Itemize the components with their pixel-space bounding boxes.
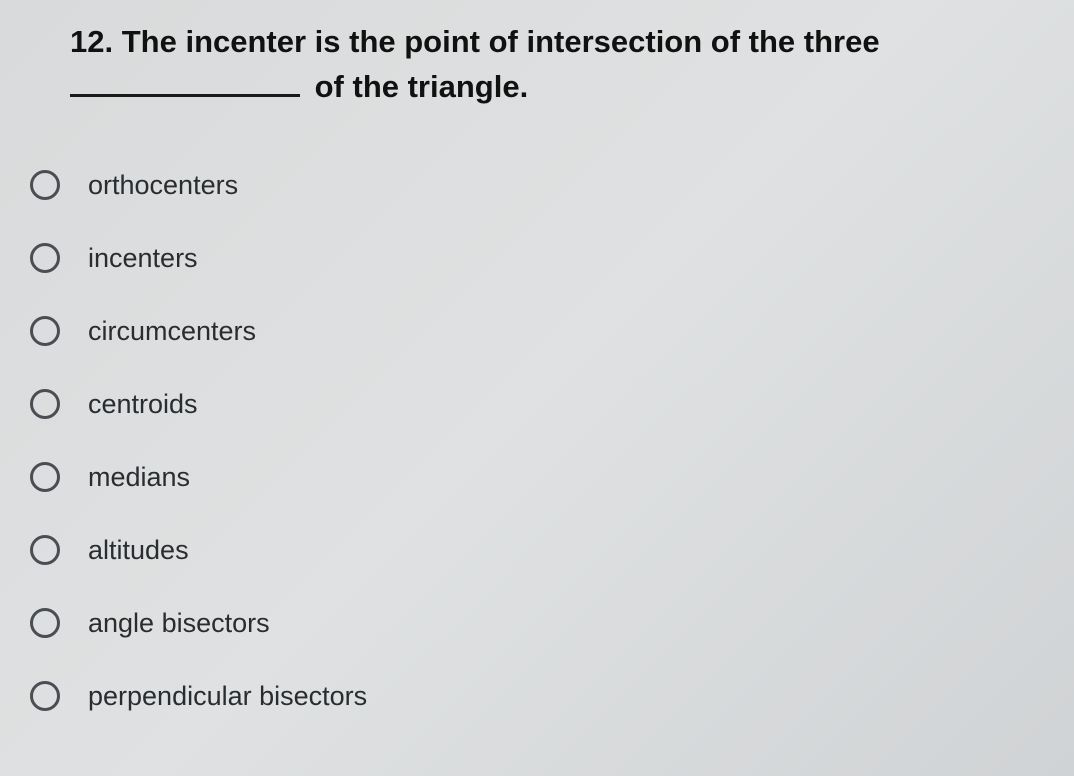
option-label: centroids bbox=[88, 389, 198, 420]
question-text-part1: The incenter is the point of intersectio… bbox=[122, 24, 880, 59]
option-label: angle bisectors bbox=[88, 608, 270, 639]
question-number: 12. bbox=[70, 24, 113, 59]
radio-icon[interactable] bbox=[30, 535, 60, 565]
radio-icon[interactable] bbox=[30, 243, 60, 273]
radio-icon[interactable] bbox=[30, 681, 60, 711]
option-label: orthocenters bbox=[88, 170, 238, 201]
options-list: orthocenters incenters circumcenters cen… bbox=[0, 170, 1074, 712]
option-label: perpendicular bisectors bbox=[88, 681, 367, 712]
option-row[interactable]: circumcenters bbox=[30, 316, 1074, 347]
question-text: 12. The incenter is the point of interse… bbox=[70, 20, 1044, 110]
radio-icon[interactable] bbox=[30, 462, 60, 492]
option-row[interactable]: centroids bbox=[30, 389, 1074, 420]
radio-icon[interactable] bbox=[30, 316, 60, 346]
option-row[interactable]: altitudes bbox=[30, 535, 1074, 566]
question-block: 12. The incenter is the point of interse… bbox=[0, 20, 1074, 110]
option-row[interactable]: perpendicular bisectors bbox=[30, 681, 1074, 712]
radio-icon[interactable] bbox=[30, 389, 60, 419]
question-text-part2: of the triangle. bbox=[315, 69, 529, 104]
option-label: incenters bbox=[88, 243, 198, 274]
option-label: medians bbox=[88, 462, 190, 493]
option-row[interactable]: medians bbox=[30, 462, 1074, 493]
option-row[interactable]: incenters bbox=[30, 243, 1074, 274]
radio-icon[interactable] bbox=[30, 608, 60, 638]
option-label: circumcenters bbox=[88, 316, 256, 347]
option-label: altitudes bbox=[88, 535, 189, 566]
option-row[interactable]: angle bisectors bbox=[30, 608, 1074, 639]
radio-icon[interactable] bbox=[30, 170, 60, 200]
option-row[interactable]: orthocenters bbox=[30, 170, 1074, 201]
fill-blank-line bbox=[70, 69, 300, 97]
